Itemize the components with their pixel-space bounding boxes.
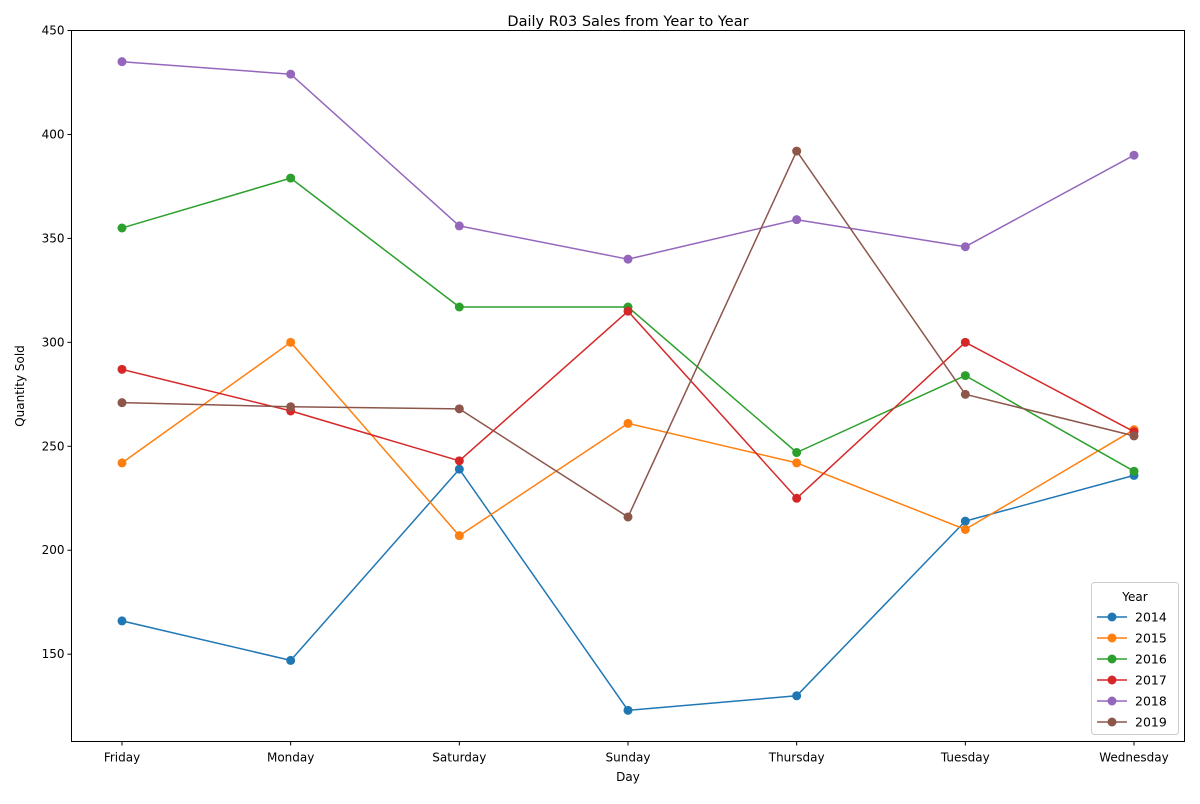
legend: Year 2014 2015 2016 2017 2018 2019: [1091, 582, 1179, 735]
y-axis: 150 200 250 300 350 400 450: [42, 24, 72, 661]
data-point-2014: [117, 616, 127, 626]
legend-marker-swatch: [1107, 633, 1117, 643]
legend-item-2014: 2014: [1097, 610, 1167, 625]
data-point-2015: [286, 337, 296, 347]
y-tick-label: 150: [42, 647, 65, 661]
x-tick-label: Wednesday: [1099, 751, 1168, 765]
y-tick-label: 350: [42, 231, 65, 245]
data-point-2016: [1129, 466, 1139, 476]
data-point-2015: [623, 418, 633, 428]
data-point-2019: [960, 389, 970, 399]
legend-item-2018: 2018: [1097, 694, 1167, 709]
x-axis: Friday Monday Saturday Sunday Thursday Tuesda…: [104, 741, 1169, 765]
data-point-2016: [454, 302, 464, 312]
data-point-2018: [792, 215, 802, 225]
chart-title: Daily R03 Sales from Year to Year: [507, 14, 748, 30]
x-tick-label: Friday: [104, 751, 140, 765]
y-tick-label: 300: [42, 335, 65, 349]
legend-label: 2015: [1135, 631, 1167, 646]
legend-marker-swatch: [1107, 612, 1117, 622]
y-tick-label: 250: [42, 439, 65, 453]
data-point-2016: [286, 173, 296, 183]
data-point-2017: [623, 306, 633, 316]
legend-marker-swatch: [1107, 654, 1117, 664]
x-tick-label: Saturday: [432, 751, 486, 765]
data-point-2014: [623, 705, 633, 715]
data-point-2018: [1129, 150, 1139, 160]
data-point-2018: [454, 221, 464, 231]
data-point-2018: [960, 242, 970, 252]
y-tick-label: 400: [42, 127, 65, 141]
data-point-2015: [454, 531, 464, 541]
legend-items: 2014 2015 2016 2017 2018 2019: [1097, 610, 1167, 730]
data-point-2017: [960, 337, 970, 347]
x-axis-label: Day: [616, 770, 640, 784]
data-point-2017: [454, 456, 464, 466]
data-point-2018: [117, 57, 127, 67]
data-point-2019: [454, 404, 464, 414]
data-point-2019: [117, 398, 127, 408]
data-point-2017: [792, 493, 802, 503]
legend-marker-swatch: [1107, 675, 1117, 685]
legend-label: 2018: [1135, 694, 1167, 709]
plot-area: [117, 57, 1139, 715]
data-point-2014: [454, 464, 464, 474]
legend-marker-swatch: [1107, 696, 1117, 706]
legend-marker-swatch: [1107, 717, 1117, 727]
y-tick-label: 200: [42, 543, 65, 557]
legend-label: 2014: [1135, 610, 1167, 625]
data-point-2015: [792, 458, 802, 468]
legend-label: 2016: [1135, 652, 1167, 667]
legend-label: 2019: [1135, 715, 1167, 730]
legend-item-2017: 2017: [1097, 673, 1167, 688]
series-2018: [117, 57, 1139, 264]
legend-item-2019: 2019: [1097, 715, 1167, 730]
data-point-2014: [960, 516, 970, 526]
x-tick-label: Sunday: [606, 751, 651, 765]
data-point-2016: [960, 371, 970, 381]
y-tick-label: 450: [42, 24, 65, 38]
data-point-2018: [623, 254, 633, 264]
data-point-2019: [792, 146, 802, 156]
data-point-2017: [117, 364, 127, 374]
data-point-2014: [792, 691, 802, 701]
series-2019: [117, 146, 1139, 522]
data-point-2019: [623, 512, 633, 522]
data-point-2014: [286, 655, 296, 665]
y-axis-label: Quantity Sold: [13, 345, 27, 427]
legend-title: Year: [1121, 590, 1147, 604]
data-point-2018: [286, 69, 296, 79]
series-2015: [117, 337, 1139, 541]
data-point-2016: [117, 223, 127, 233]
data-point-2016: [792, 448, 802, 458]
x-tick-label: Thursday: [768, 751, 825, 765]
legend-item-2015: 2015: [1097, 631, 1167, 646]
data-point-2019: [286, 402, 296, 412]
x-tick-label: Monday: [267, 751, 314, 765]
data-point-2019: [1129, 431, 1139, 441]
data-point-2015: [117, 458, 127, 468]
data-point-2015: [960, 524, 970, 534]
legend-item-2016: 2016: [1097, 652, 1167, 667]
legend-label: 2017: [1135, 673, 1167, 688]
x-tick-label: Tuesday: [940, 751, 990, 765]
